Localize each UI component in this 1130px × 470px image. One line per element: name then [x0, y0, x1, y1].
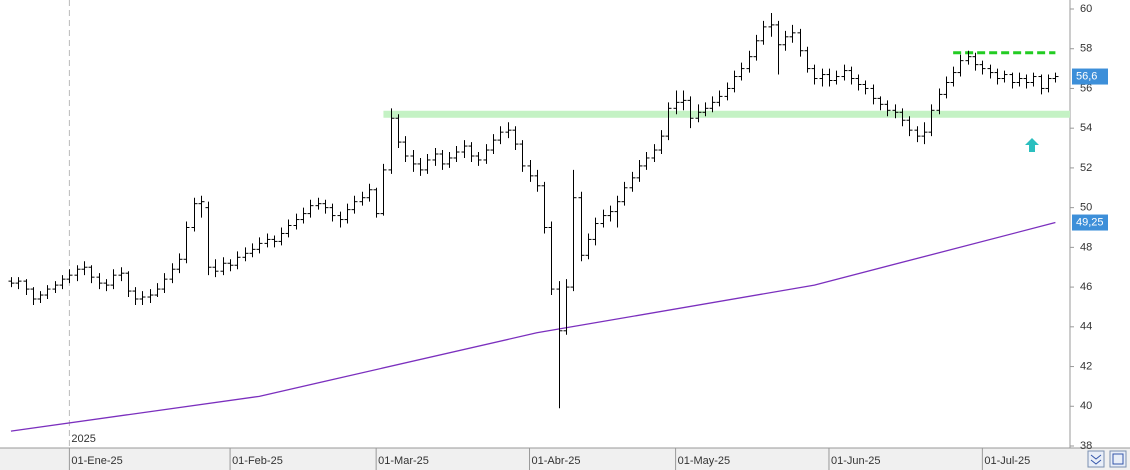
save-button[interactable] — [1109, 450, 1127, 468]
x-tick-label: 01-Jul-25 — [984, 455, 1030, 467]
y-tick-label: 60 — [1080, 3, 1092, 15]
y-tick-label: 52 — [1080, 162, 1092, 174]
x-axis-band — [0, 448, 1130, 470]
x-tick-label: 01-Feb-25 — [232, 455, 283, 467]
y-tick-label: 48 — [1080, 241, 1092, 253]
x-tick-label: 01-Ene-25 — [71, 455, 122, 467]
y-tick-label: 54 — [1080, 122, 1092, 134]
moving-average — [10, 221, 1056, 432]
x-tick-label: 01-May-25 — [678, 455, 731, 467]
up-arrow-icon — [1025, 138, 1039, 152]
x-tick-label: 01-Mar-25 — [378, 455, 429, 467]
y-tick-label: 42 — [1080, 360, 1092, 372]
price-label-box — [1072, 214, 1108, 231]
y-tick-label: 40 — [1080, 400, 1092, 412]
collapse-icon — [1090, 454, 1102, 465]
y-tick-label: 50 — [1080, 202, 1092, 214]
y-tick-label: 58 — [1080, 43, 1092, 55]
y-tick-label: 38 — [1080, 440, 1092, 452]
x-tick-label: 01-Jun-25 — [831, 455, 881, 467]
y-tick-label: 46 — [1080, 281, 1092, 293]
x-tick-label: 01-Abr-25 — [532, 455, 581, 467]
year-label: 2025 — [71, 433, 95, 445]
y-tick-label: 44 — [1080, 321, 1092, 333]
price-label: 56,6 — [1076, 70, 1097, 82]
price-label: 49,25 — [1076, 216, 1104, 228]
price-label-box — [1072, 68, 1108, 85]
save-icon — [1112, 453, 1124, 465]
corner-buttons[interactable] — [1087, 450, 1127, 468]
y-tick-label: 56 — [1080, 82, 1092, 94]
